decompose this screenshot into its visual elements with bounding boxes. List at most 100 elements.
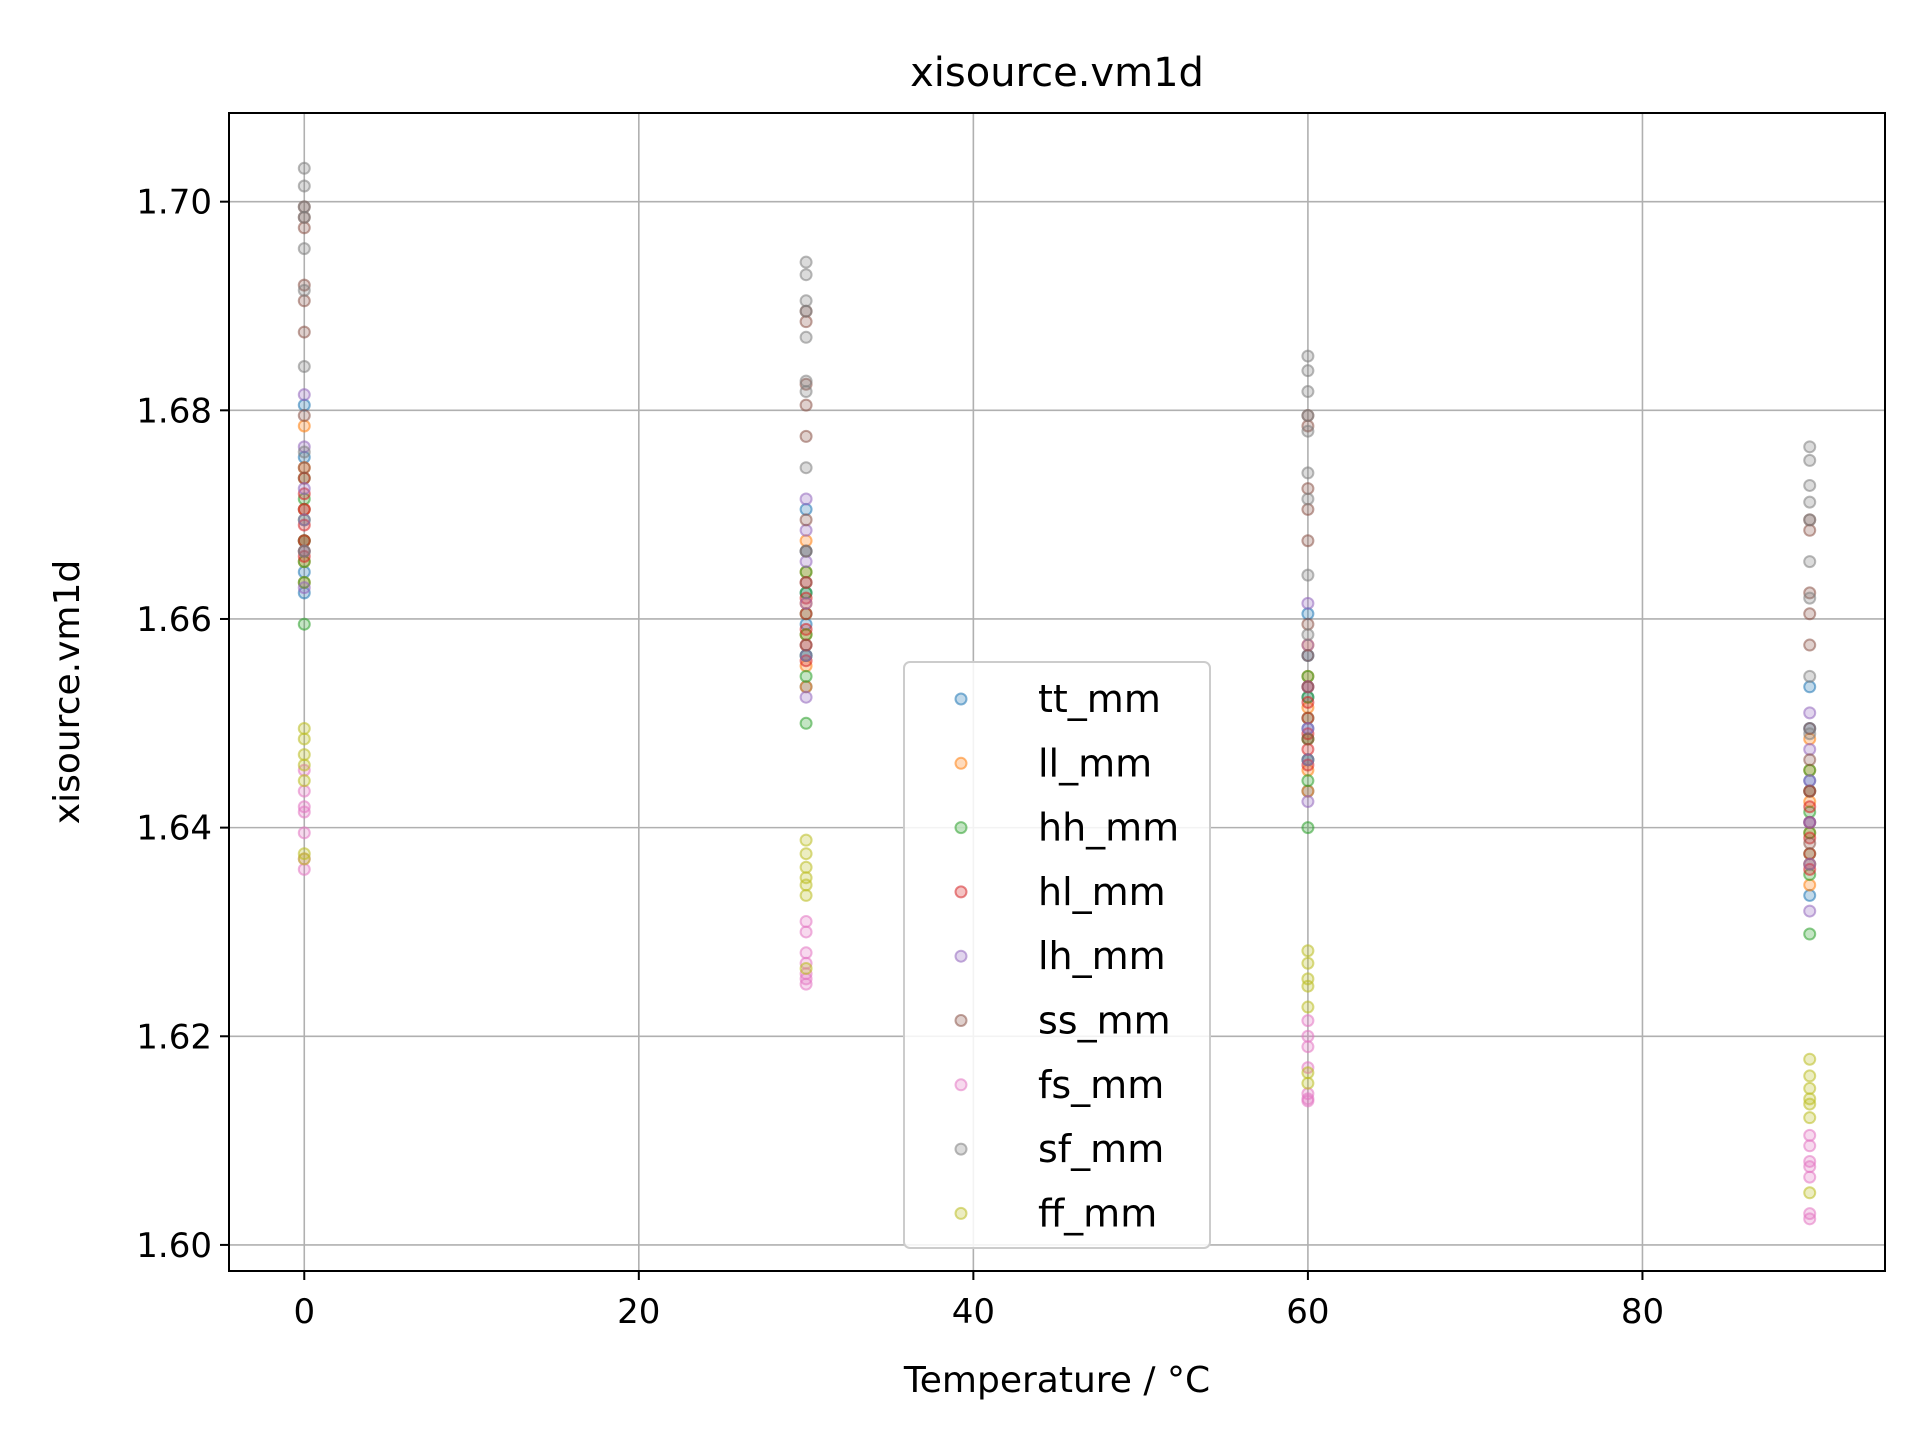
data-point xyxy=(1301,956,1315,970)
data-point xyxy=(1301,742,1315,756)
data-point xyxy=(1301,1066,1315,1080)
data-point xyxy=(799,565,813,579)
data-point xyxy=(1301,784,1315,798)
data-point xyxy=(297,534,311,548)
data-point xyxy=(799,330,813,344)
data-point xyxy=(1803,763,1817,777)
data-point xyxy=(297,852,311,866)
data-point xyxy=(799,555,813,569)
data-point xyxy=(799,638,813,652)
series-ss_mm xyxy=(297,200,1817,850)
data-point xyxy=(799,502,813,516)
data-point xyxy=(799,461,813,475)
data-point xyxy=(1301,1040,1315,1054)
y-tick-label: 1.68 xyxy=(136,391,212,431)
legend: tt_mm ll_mm hh_mm hl_mm lh_mm ss_mm fs_mm sf_mm… xyxy=(903,661,1211,1249)
data-point xyxy=(799,716,813,730)
data-point xyxy=(799,888,813,902)
y-tick-label: 1.62 xyxy=(136,1017,212,1057)
data-point xyxy=(1803,513,1817,527)
data-point xyxy=(799,860,813,874)
data-point xyxy=(1301,607,1315,621)
legend-label: tt_mm xyxy=(1038,677,1161,721)
data-point xyxy=(1803,815,1817,829)
data-point xyxy=(297,242,311,256)
data-point xyxy=(1803,784,1817,798)
x-tick-label: 0 xyxy=(293,1292,315,1332)
data-point xyxy=(799,833,813,847)
data-point xyxy=(799,315,813,329)
data-point xyxy=(297,221,311,235)
data-point xyxy=(799,294,813,308)
data-point xyxy=(1301,385,1315,399)
data-points xyxy=(297,161,1817,1226)
legend-label: sf_mm xyxy=(1038,1127,1164,1171)
data-point xyxy=(1803,591,1817,605)
data-point xyxy=(1301,1014,1315,1028)
data-point xyxy=(297,482,311,496)
data-point xyxy=(1301,711,1315,725)
data-point xyxy=(297,513,311,527)
data-point xyxy=(1803,669,1817,683)
y-axis-label: xisource.vm1d xyxy=(47,560,88,824)
data-point xyxy=(1803,453,1817,467)
data-point xyxy=(799,374,813,388)
data-point xyxy=(1301,774,1315,788)
data-point xyxy=(799,690,813,704)
data-point xyxy=(297,419,311,433)
data-point xyxy=(1301,596,1315,610)
data-point xyxy=(1803,607,1817,621)
data-point xyxy=(297,388,311,402)
data-point xyxy=(1803,847,1817,861)
legend-marker xyxy=(954,1206,968,1220)
data-point xyxy=(799,946,813,960)
legend-marker xyxy=(954,885,968,899)
data-point xyxy=(799,878,813,892)
legend-marker xyxy=(954,1078,968,1092)
data-point xyxy=(799,648,813,662)
data-point xyxy=(799,669,813,683)
data-point xyxy=(297,161,311,175)
data-point xyxy=(1301,821,1315,835)
data-point xyxy=(1301,648,1315,662)
series-sf_mm xyxy=(297,161,1817,741)
data-point xyxy=(1301,424,1315,438)
data-point xyxy=(1803,927,1817,941)
data-point xyxy=(297,398,311,412)
data-point xyxy=(799,961,813,975)
data-point xyxy=(1803,857,1817,871)
data-point xyxy=(1301,1029,1315,1043)
legend-label: lh_mm xyxy=(1038,934,1166,978)
data-point xyxy=(1803,1069,1817,1083)
data-point xyxy=(1301,680,1315,694)
legend-label: hl_mm xyxy=(1038,870,1166,914)
data-point xyxy=(1803,800,1817,814)
data-point xyxy=(1803,1111,1817,1125)
data-point xyxy=(1803,706,1817,720)
legend-box xyxy=(903,661,1211,1249)
data-point xyxy=(297,471,311,485)
data-point xyxy=(1803,904,1817,918)
data-point xyxy=(1803,727,1817,741)
data-point xyxy=(1301,695,1315,709)
legend-marker xyxy=(954,1142,968,1156)
data-point xyxy=(799,596,813,610)
data-point xyxy=(1803,774,1817,788)
data-point xyxy=(297,445,311,459)
data-point xyxy=(1301,502,1315,516)
axis-ticks: 0 20 40 60 80 1.60 1.62 1.64 1.66 1.68 1.70 xyxy=(136,183,1664,1332)
data-point xyxy=(1301,1094,1315,1108)
data-point xyxy=(1301,1000,1315,1014)
data-point xyxy=(297,581,311,595)
data-point xyxy=(1803,1212,1817,1226)
data-point xyxy=(799,680,813,694)
data-point xyxy=(799,607,813,621)
data-point xyxy=(297,774,311,788)
data-point xyxy=(1301,1076,1315,1090)
data-point xyxy=(1803,1170,1817,1184)
y-tick-label: 1.66 xyxy=(136,600,212,640)
data-point xyxy=(297,805,311,819)
data-point xyxy=(1301,492,1315,506)
